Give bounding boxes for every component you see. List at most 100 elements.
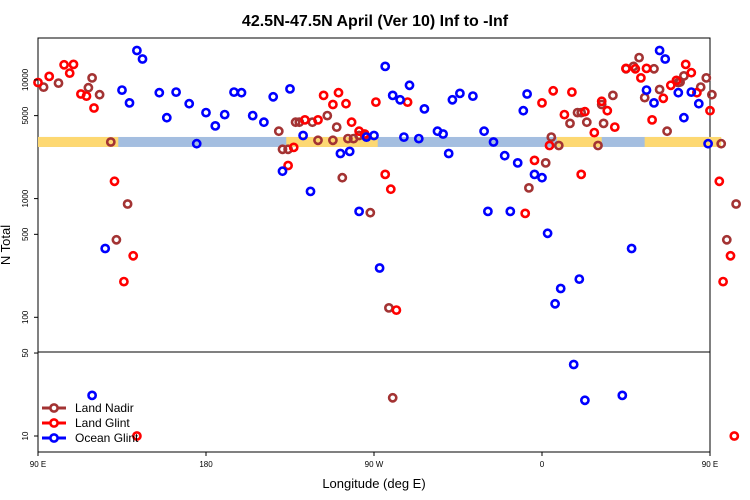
data-point [542,228,553,239]
y-axis-label: N Total [0,225,13,265]
data-point [365,207,376,218]
coverage-band [38,136,722,147]
data-point [380,169,391,180]
data-point [692,87,702,98]
y-tick-label: 5000 [21,106,30,124]
data-point [59,59,69,70]
data-point [537,98,547,108]
data-point [128,250,139,261]
data-point [346,117,357,128]
data-point [391,305,402,315]
data-point [387,90,398,101]
data-point [550,298,560,309]
x-tick-label: 90 E [30,460,46,469]
data-point [419,104,430,114]
data-point [370,97,381,107]
data-point [649,63,659,74]
data-point [716,138,727,149]
data-point [154,87,165,98]
data-point [236,87,247,98]
data-point [725,250,736,261]
data-point [258,117,269,128]
data-point [313,135,323,146]
data-point [298,130,308,141]
data-point [131,45,142,56]
data-point [499,150,510,161]
data-point [438,129,448,139]
data-point [598,118,609,129]
data-point [641,63,652,74]
legend-label: Land Nadir [75,401,134,415]
data-point [686,87,697,97]
data-point [568,359,579,370]
data-point [327,135,338,146]
data-point [64,68,75,78]
x-tick-label: 90 W [365,460,384,469]
data-point [482,206,493,217]
data-point [333,87,344,98]
data-point [283,160,293,171]
data-point [634,52,644,63]
data-point [705,105,715,116]
data-point [522,89,532,99]
data-point [383,302,394,313]
data-point [94,89,105,100]
data-point [555,283,566,294]
data-point [654,84,665,95]
data-point [171,87,181,97]
data-point [721,234,732,245]
data-point [122,199,133,209]
x-axis-label: Longitude (deg E) [322,476,425,491]
data-point [210,121,221,131]
data-point [68,59,79,70]
data-point [593,140,603,151]
data-point [505,206,516,217]
data-point [479,126,489,137]
data-points [33,45,741,441]
y-axis: 10 50 100 500 1000 5000 10000 [21,68,38,440]
data-point [714,176,725,187]
data-point [117,85,127,95]
data-point [369,130,379,141]
data-point [546,132,557,142]
legend-marker [49,433,59,443]
data-point [662,126,672,137]
plot-area [33,37,741,453]
data-point [729,431,740,441]
data-point [680,59,691,70]
legend-label: Land Glint [75,416,130,430]
data-point [161,112,172,123]
data-point [137,54,148,64]
data-point [636,73,646,83]
data-point [679,112,689,123]
y-tick-label: 100 [21,310,30,324]
data-point [247,110,258,121]
data-point [454,88,465,99]
data-point [626,243,637,254]
data-point [512,157,523,168]
data-point [574,274,585,284]
data-point [337,172,348,183]
y-tick-label: 50 [21,348,30,357]
y-tick-label: 500 [21,227,30,241]
data-point [447,94,458,105]
data-point [641,85,652,95]
data-point [544,140,555,151]
x-tick-label: 0 [540,460,545,469]
data-point [701,73,712,83]
data-point [83,82,94,93]
data-point [540,157,551,168]
data-point [679,71,689,81]
data-point [331,122,342,132]
data-point [387,392,398,403]
data-point [277,166,288,177]
data-point [89,103,99,113]
data-point [305,186,316,197]
data-point [580,395,590,406]
data-point [344,146,355,157]
data-point [488,137,499,147]
data-point [53,78,64,88]
data-point [273,126,284,137]
y-tick-label: 10 [21,431,30,440]
